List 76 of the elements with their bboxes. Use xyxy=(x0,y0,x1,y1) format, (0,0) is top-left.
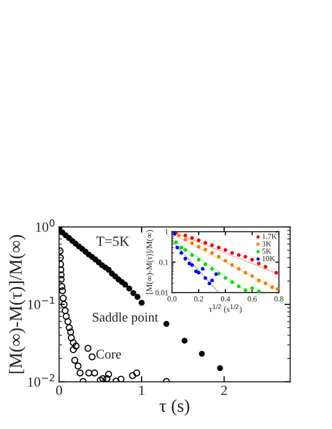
y-tick-label: 10$^{−1}$ xyxy=(28,296,54,310)
point xyxy=(134,294,140,300)
point xyxy=(196,270,201,275)
point xyxy=(236,267,241,271)
point xyxy=(210,267,214,271)
point xyxy=(250,286,254,290)
point xyxy=(257,289,261,293)
point xyxy=(184,256,188,260)
point xyxy=(138,300,145,306)
series-label: Core xyxy=(96,350,121,359)
point xyxy=(224,259,228,263)
point xyxy=(210,243,214,248)
point xyxy=(190,253,194,257)
point xyxy=(250,258,254,262)
point xyxy=(182,338,188,344)
point xyxy=(190,236,194,240)
y-axis-title: [M(∞)-M(τ)]/M(∞) xyxy=(9,235,26,374)
point xyxy=(250,274,254,278)
point xyxy=(210,251,214,255)
point xyxy=(236,253,241,257)
point xyxy=(106,266,112,273)
point xyxy=(244,270,248,275)
x-axis-title: τ$^{1/2}$ (s$^{1/2}$) xyxy=(208,304,242,314)
x-tick-label: 1 xyxy=(139,386,144,395)
point xyxy=(163,320,170,327)
point xyxy=(184,238,188,242)
point xyxy=(230,280,234,284)
point xyxy=(188,262,192,266)
point xyxy=(184,234,188,238)
point xyxy=(196,238,201,242)
point xyxy=(122,282,128,288)
point xyxy=(174,240,178,244)
point xyxy=(210,278,214,282)
x-tick-label: 0 xyxy=(56,386,62,396)
point xyxy=(274,270,278,275)
point xyxy=(200,267,205,271)
series-label: Saddle point xyxy=(92,312,158,324)
y-tick-label: 10$^{0}$ xyxy=(36,219,54,232)
annotation: T=5K xyxy=(96,236,130,246)
point xyxy=(214,272,218,276)
point xyxy=(230,251,234,255)
y-tick-label: 10$^{−2}$ xyxy=(28,374,54,387)
x-tick-label: 2 xyxy=(221,386,227,395)
y-axis-title: [M(∞)-M(τ)]/M(∞) xyxy=(146,230,154,294)
point xyxy=(224,276,228,280)
point xyxy=(184,248,188,252)
point xyxy=(204,276,208,280)
point xyxy=(130,290,136,296)
point xyxy=(216,254,221,259)
point xyxy=(190,263,194,267)
x-axis-title: τ (s) xyxy=(160,399,190,416)
point xyxy=(216,246,221,250)
point xyxy=(224,248,228,252)
point xyxy=(204,240,208,245)
point xyxy=(244,288,248,292)
point xyxy=(204,262,208,266)
point xyxy=(257,278,261,282)
point xyxy=(230,263,234,267)
point xyxy=(198,350,205,357)
point xyxy=(175,246,180,250)
point xyxy=(270,285,274,290)
point xyxy=(204,248,208,252)
point xyxy=(196,258,201,262)
point xyxy=(196,244,201,249)
point xyxy=(176,234,180,238)
point xyxy=(126,286,132,292)
point xyxy=(244,254,248,259)
point xyxy=(217,365,223,372)
point xyxy=(190,241,194,245)
point xyxy=(179,246,184,250)
point xyxy=(264,282,268,286)
point xyxy=(236,284,241,288)
point xyxy=(257,262,261,266)
point xyxy=(264,265,268,269)
point xyxy=(179,251,184,255)
point xyxy=(208,282,212,286)
